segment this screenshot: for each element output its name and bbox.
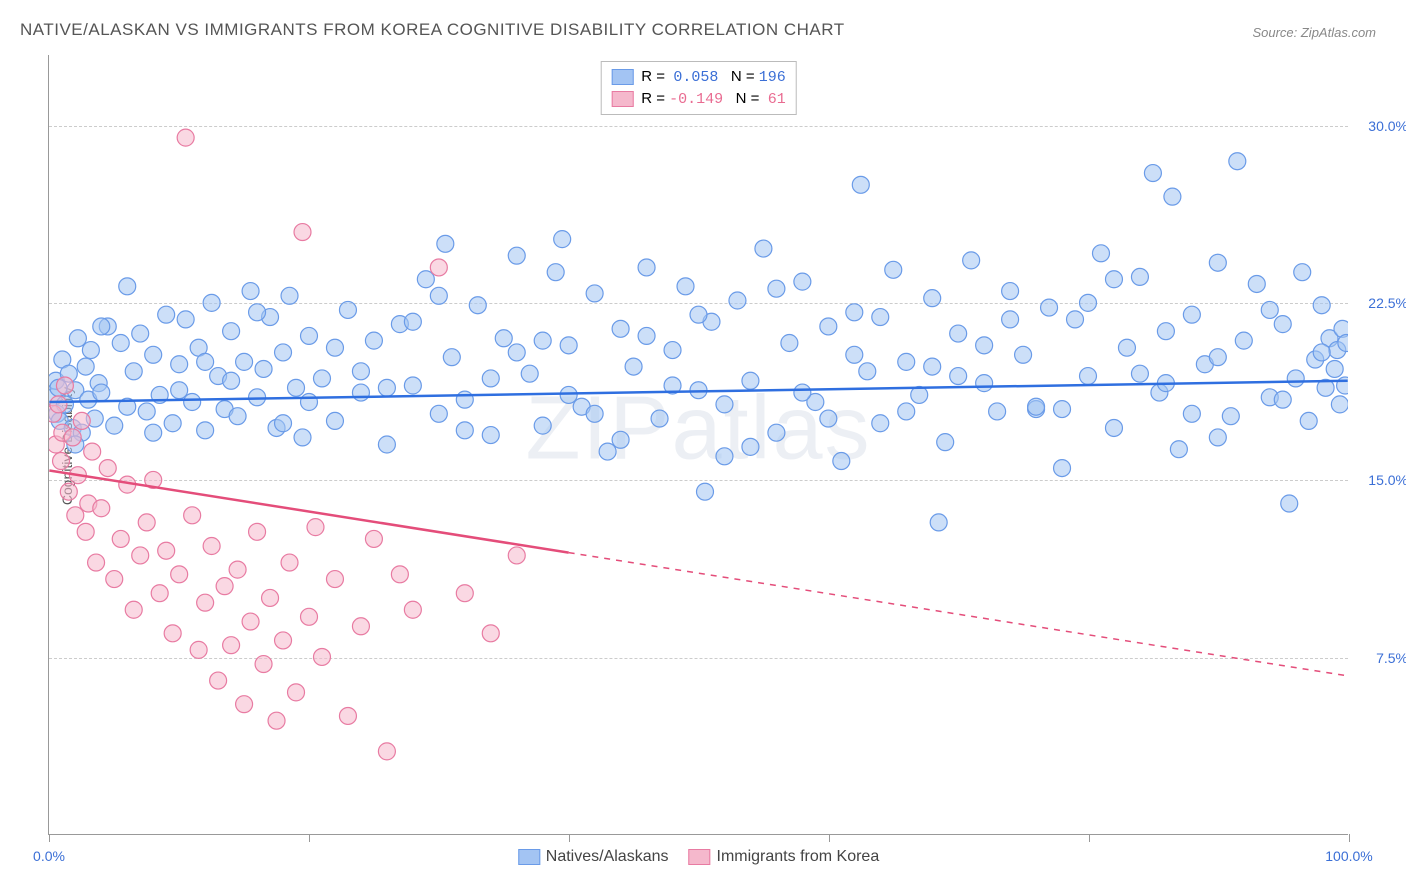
x-tick-label: 100.0% <box>1325 848 1372 864</box>
chart-title: NATIVE/ALASKAN VS IMMIGRANTS FROM KOREA … <box>20 20 845 40</box>
source-label: Source: ZipAtlas.com <box>1252 25 1376 40</box>
x-tick-label: 0.0% <box>33 848 65 864</box>
legend-swatch-2 <box>689 849 711 865</box>
y-tick-label: 7.5% <box>1353 650 1406 666</box>
x-tick <box>569 834 570 842</box>
stats-row-1: R = 0.058 N = 196 <box>611 66 786 88</box>
y-tick-label: 30.0% <box>1353 118 1406 134</box>
stats-legend: R = 0.058 N = 196 R = -0.149 N = 61 <box>600 61 797 115</box>
y-tick-label: 15.0% <box>1353 472 1406 488</box>
series-legend: Natives/Alaskans Immigrants from Korea <box>518 848 879 866</box>
x-tick <box>1349 834 1350 842</box>
x-tick <box>1089 834 1090 842</box>
n-value-2: 61 <box>768 91 786 108</box>
x-tick <box>309 834 310 842</box>
y-tick-label: 22.5% <box>1353 295 1406 311</box>
x-tick <box>829 834 830 842</box>
stats-row-2: R = -0.149 N = 61 <box>611 88 786 110</box>
r-value-2: -0.149 <box>669 91 723 108</box>
legend-item-2: Immigrants from Korea <box>689 848 880 866</box>
legend-label-1: Natives/Alaskans <box>546 848 669 866</box>
legend-swatch-1 <box>518 849 540 865</box>
r-value-1: 0.058 <box>673 69 718 86</box>
plot-area: ZIPatlas R = 0.058 N = 196 R = -0.149 N … <box>48 55 1348 835</box>
legend-item-1: Natives/Alaskans <box>518 848 669 866</box>
swatch-pink <box>611 91 633 107</box>
x-tick <box>49 834 50 842</box>
swatch-blue <box>611 69 633 85</box>
n-value-1: 196 <box>759 69 786 86</box>
legend-label-2: Immigrants from Korea <box>717 848 880 866</box>
chart-svg <box>49 55 1348 834</box>
